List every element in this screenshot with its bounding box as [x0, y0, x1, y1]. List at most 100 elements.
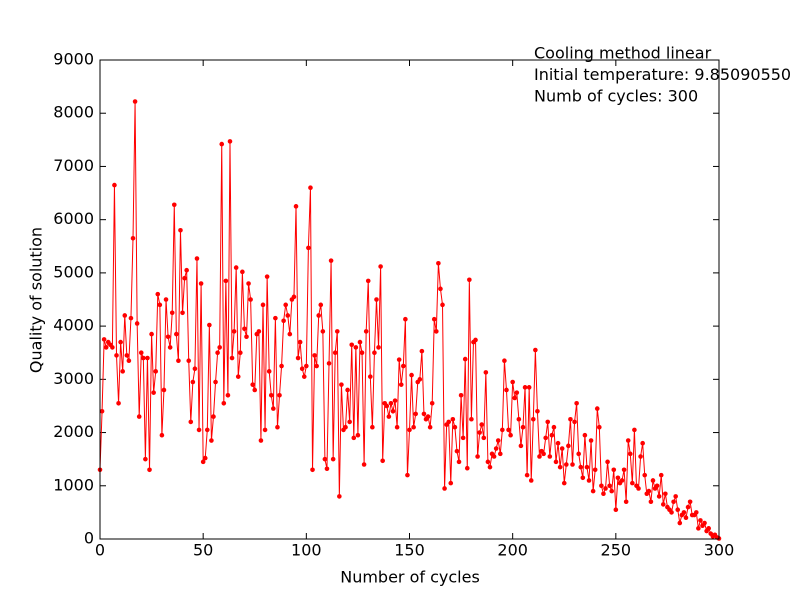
point [654, 483, 660, 489]
point [411, 424, 416, 430]
point [264, 274, 270, 279]
point [242, 326, 247, 332]
point [681, 510, 687, 515]
point [671, 499, 676, 505]
point [448, 480, 454, 486]
point [541, 451, 546, 457]
point [353, 345, 359, 350]
point [436, 261, 441, 266]
point [502, 358, 507, 364]
point [198, 281, 204, 286]
point [283, 302, 289, 308]
point [576, 451, 581, 457]
point [504, 387, 509, 393]
point [291, 294, 297, 300]
point [495, 438, 501, 443]
point [570, 462, 575, 467]
y-tick-label: 3000 [53, 369, 94, 388]
point [295, 355, 301, 361]
point [240, 269, 245, 275]
point [438, 286, 443, 292]
point [491, 454, 497, 459]
annotation: Cooling method linear [534, 44, 712, 63]
point [118, 339, 123, 345]
point [446, 419, 452, 425]
y-tick-label: 7000 [53, 156, 94, 175]
point [685, 504, 691, 510]
point [524, 472, 530, 478]
y-tick-label: 6000 [53, 209, 94, 228]
point [130, 235, 136, 241]
point [597, 424, 602, 430]
point [184, 267, 189, 273]
point [479, 422, 485, 427]
point [429, 400, 435, 406]
point [169, 310, 175, 316]
point [555, 440, 561, 446]
point [547, 454, 553, 459]
point [279, 363, 284, 369]
point [138, 350, 144, 356]
point [370, 424, 375, 430]
point [632, 427, 637, 433]
point [549, 432, 555, 438]
point [363, 329, 369, 334]
point [586, 478, 592, 483]
x-tick-label: 300 [704, 541, 735, 560]
point [204, 427, 210, 433]
point [409, 372, 414, 378]
point [132, 99, 138, 104]
point [273, 315, 278, 321]
point [599, 483, 604, 489]
point [516, 416, 522, 422]
point [553, 459, 559, 465]
point [384, 403, 390, 409]
point [578, 464, 584, 470]
point [178, 228, 183, 233]
point [646, 488, 652, 494]
point [141, 355, 146, 361]
point [180, 310, 185, 316]
point [601, 491, 606, 497]
point [551, 424, 557, 430]
point [196, 427, 202, 433]
point [213, 379, 218, 385]
point [217, 345, 222, 350]
point [256, 329, 262, 334]
point [174, 331, 179, 337]
point [640, 440, 645, 446]
point [702, 520, 707, 526]
point [462, 356, 468, 362]
y-tick-label: 2000 [53, 422, 94, 441]
point [481, 435, 487, 441]
point [337, 494, 342, 499]
point [330, 456, 336, 462]
point [161, 387, 167, 393]
point [405, 472, 410, 478]
point [630, 480, 635, 486]
point [328, 258, 334, 263]
point [390, 408, 396, 414]
point [401, 363, 406, 369]
point [374, 297, 379, 302]
point [694, 510, 699, 515]
x-tick-label: 250 [601, 541, 632, 560]
point [627, 451, 633, 457]
point [582, 432, 588, 438]
point [215, 350, 220, 356]
point [235, 374, 241, 379]
point [543, 435, 548, 441]
point [592, 467, 598, 473]
point [510, 379, 515, 385]
point [506, 427, 511, 433]
point [557, 464, 563, 470]
point [574, 400, 579, 406]
point [706, 526, 711, 531]
point [460, 435, 466, 441]
point [297, 339, 303, 345]
point [531, 416, 536, 422]
point [351, 435, 357, 441]
x-tick-label: 100 [291, 541, 322, 560]
point [475, 454, 480, 459]
